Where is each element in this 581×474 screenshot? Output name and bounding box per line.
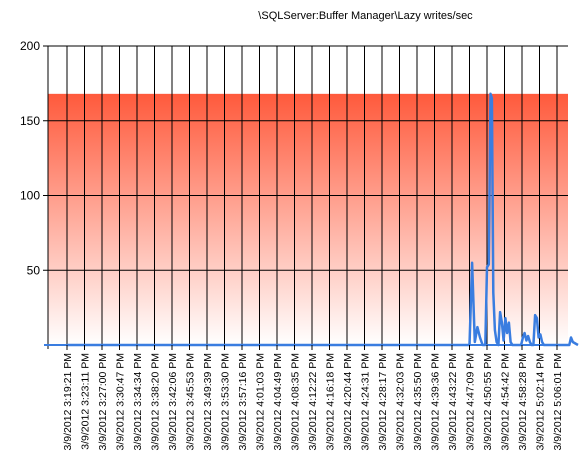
x-tick-label: 3/9/2012 4:16:18 PM (325, 353, 337, 451)
x-tick-label: 3/9/2012 3:23:11 PM (80, 353, 92, 450)
x-tick-label: 3/9/2012 4:43:22 PM (447, 353, 459, 451)
y-tick-label: 100 (20, 189, 40, 203)
x-tick-label: 3/9/2012 4:04:49 PM (272, 353, 284, 451)
x-tick-label: 3/9/2012 4:39:36 PM (430, 353, 442, 451)
x-tick-label: 3/9/2012 4:35:50 PM (412, 353, 424, 451)
x-tick-label: 3/9/2012 4:20:44 PM (342, 353, 354, 451)
x-tick-label: 3/9/2012 3:42:06 PM (167, 353, 179, 451)
x-tick-label: 3/9/2012 3:57:16 PM (237, 353, 249, 451)
x-tick-label: 3/9/2012 5:06:01 PM (552, 353, 564, 451)
x-tick-label: 3/9/2012 3:27:00 PM (97, 353, 109, 451)
x-tick-label: 3/9/2012 4:58:28 PM (517, 353, 529, 451)
x-tick-label: 3/9/2012 3:53:30 PM (220, 353, 232, 451)
x-tick-label: 3/9/2012 4:32:03 PM (395, 353, 407, 451)
x-tick-label: 3/9/2012 4:12:22 PM (307, 353, 319, 451)
threshold-band (48, 93, 568, 345)
y-tick-label: 200 (20, 39, 40, 53)
x-tick-label: 3/9/2012 3:45:53 PM (185, 353, 197, 451)
x-tick-label: 3/9/2012 3:34:34 PM (132, 353, 144, 451)
x-tick-label: 3/9/2012 4:01:03 PM (255, 353, 267, 451)
x-tick-label: 3/9/2012 3:38:20 PM (150, 353, 162, 451)
x-tick-label: 3/9/2012 5:02:14 PM (535, 353, 547, 451)
chart-title: \SQLServer:Buffer Manager\Lazy writes/se… (258, 10, 473, 22)
x-tick-label: 3/9/2012 4:08:35 PM (290, 353, 302, 451)
x-tick-label: 3/9/2012 3:49:39 PM (202, 353, 214, 451)
x-tick-label: 3/9/2012 3:30:47 PM (115, 353, 127, 451)
x-tick-label: 3/9/2012 4:28:17 PM (377, 353, 389, 451)
x-tick-label: 3/9/2012 4:24:31 PM (360, 353, 372, 451)
x-tick-label: 3/9/2012 4:47:09 PM (465, 353, 477, 451)
x-tick-label: 3/9/2012 4:54:42 PM (500, 353, 512, 451)
y-tick-label: 150 (20, 114, 40, 128)
x-tick-label: 3/9/2012 3:19:21 PM (62, 353, 74, 451)
x-tick-label: 3/9/2012 4:50:55 PM (482, 353, 494, 451)
y-tick-label: 50 (27, 263, 41, 277)
